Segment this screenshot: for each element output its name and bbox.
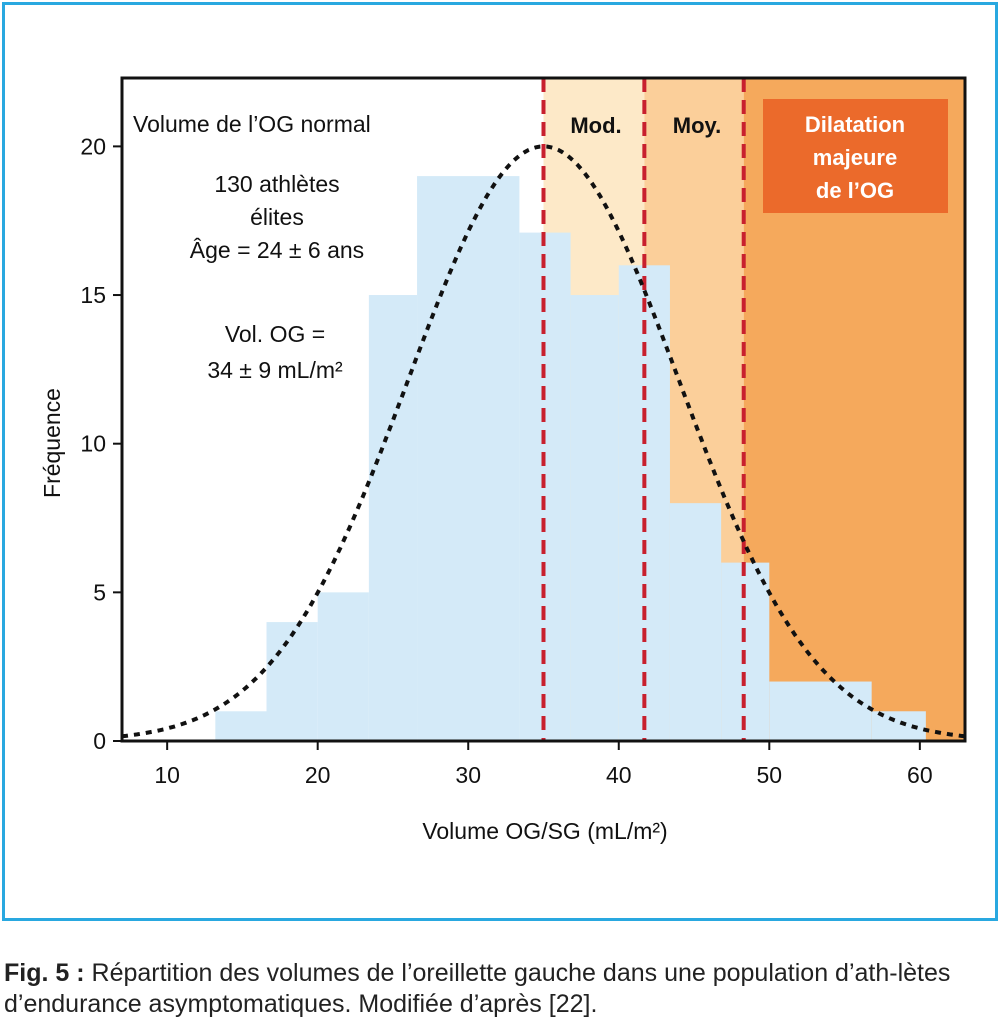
x-tick-label-20: 20 xyxy=(305,762,331,788)
cutoffs-layer xyxy=(541,78,746,741)
population-line-1: 130 athlètes xyxy=(214,171,339,197)
histogram-bar-8 xyxy=(669,503,722,741)
volume-line-1: Vol. OG = xyxy=(225,321,325,347)
normal-volume-label: Volume de l’OG normal xyxy=(133,111,371,137)
caption-label: Fig. 5 : xyxy=(4,959,85,987)
y-tick-label-20: 20 xyxy=(80,133,106,159)
x-axis-label: Volume OG/SG (mL/m²) xyxy=(422,818,667,844)
major-dilation-line-3: de l’OG xyxy=(816,178,894,203)
zone-label-moy: Moy. xyxy=(673,113,721,138)
y-tick-label-5: 5 xyxy=(93,579,106,605)
figure-caption: Fig. 5 : Répartition des volumes de l’or… xyxy=(4,958,1000,1020)
x-tick-label-10: 10 xyxy=(154,762,180,788)
population-line-2: élites xyxy=(250,204,304,230)
x-tick-label-60: 60 xyxy=(907,762,933,788)
histogram-bar-0 xyxy=(215,711,267,741)
y-axis-label: Fréquence xyxy=(39,388,65,498)
zone-label-mod: Mod. xyxy=(570,113,621,138)
x-tick-label-50: 50 xyxy=(757,762,783,788)
caption-text: Répartition des volumes de l’oreillette … xyxy=(4,959,951,1018)
population-age: Âge = 24 ± 6 ans xyxy=(190,237,364,263)
major-dilation-line-2: majeure xyxy=(813,145,897,170)
major-dilation-box xyxy=(763,99,948,213)
y-tick-label-10: 10 xyxy=(80,431,106,457)
normal-curve xyxy=(121,144,966,739)
x-tick-label-40: 40 xyxy=(606,762,632,788)
histogram-bar-6 xyxy=(570,295,619,741)
volume-line-2: 34 ± 9 mL/m² xyxy=(207,357,343,383)
histogram-bar-4 xyxy=(417,176,520,741)
histogram-bar-1 xyxy=(266,622,318,741)
y-tick-label-15: 15 xyxy=(80,282,106,308)
histogram-chart: 10 20 30 40 50 60 0 5 10 15 20 Volume de l’OG norm… xyxy=(39,76,967,844)
histogram-bar-3 xyxy=(368,295,418,741)
major-dilation-line-1: Dilatation xyxy=(805,112,905,137)
x-tick-label-30: 30 xyxy=(455,762,481,788)
ticks-layer: 10 20 30 40 50 60 0 5 10 15 20 xyxy=(80,133,932,788)
histogram-bar-2 xyxy=(317,592,369,741)
plot-frame xyxy=(120,76,967,743)
y-tick-label-0: 0 xyxy=(93,728,106,754)
histogram-bar-10 xyxy=(769,681,872,741)
